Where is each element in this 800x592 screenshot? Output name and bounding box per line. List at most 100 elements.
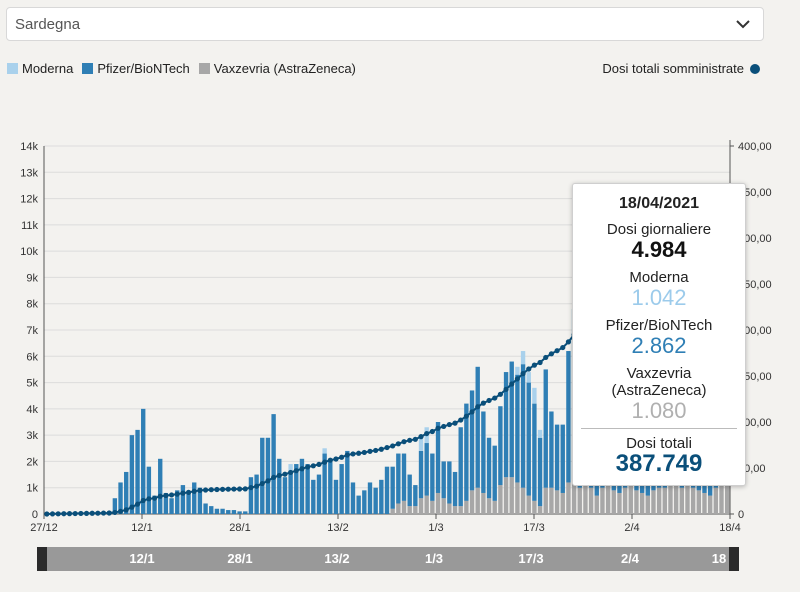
y-left-tick-label: 4k xyxy=(26,404,38,416)
bar-pfizer xyxy=(498,406,503,486)
bar-vaxzevria xyxy=(583,485,588,514)
cumulative-point xyxy=(503,386,509,392)
navigator-label: 18 xyxy=(711,551,727,566)
cumulative-point xyxy=(554,348,560,354)
bar-vaxzevria xyxy=(424,495,429,514)
cumulative-point xyxy=(401,439,407,445)
legend-item-cumulative[interactable]: Dosi totali somministrate xyxy=(602,61,760,76)
x-tick-label: 17/3 xyxy=(523,522,544,534)
bar-pfizer xyxy=(407,474,412,507)
tooltip-date: 18/04/2021 xyxy=(618,195,700,212)
y-left-tick-label: 7k xyxy=(26,325,38,337)
cumulative-point xyxy=(288,469,294,476)
cumulative-point xyxy=(333,456,339,462)
bar-pfizer xyxy=(447,461,452,504)
x-tick-label: 12/1 xyxy=(131,522,152,534)
bar-pfizer xyxy=(248,477,254,514)
legend-item-moderna[interactable]: Moderna xyxy=(7,61,73,76)
bar-pfizer xyxy=(503,372,509,478)
cumulative-point xyxy=(157,493,163,499)
bar-vaxzevria xyxy=(537,506,543,514)
tooltip-total-label: Dosi totali xyxy=(626,435,692,452)
bar-vaxzevria xyxy=(628,485,633,514)
range-navigator[interactable]: 12/1 28/1 13/2 1/3 17/3 2/4 18 xyxy=(37,547,739,571)
legend-label-cumulative: Dosi totali somministrate xyxy=(602,61,744,76)
cumulative-point xyxy=(469,409,475,415)
navigator-handle-right[interactable] xyxy=(729,547,739,571)
bar-pfizer xyxy=(379,479,384,514)
x-tick-label: 2/4 xyxy=(624,522,639,534)
bar-pfizer xyxy=(277,458,282,514)
y-left-tick-label: 9k xyxy=(26,272,38,284)
cumulative-point xyxy=(367,448,373,454)
cumulative-point xyxy=(486,397,492,404)
tooltip-divider xyxy=(581,428,737,429)
cumulative-point xyxy=(231,486,237,492)
bar-vaxzevria xyxy=(679,487,684,514)
bar-vaxzevria xyxy=(464,500,469,514)
cumulative-point xyxy=(112,509,118,516)
bar-moderna xyxy=(537,429,543,438)
cumulative-point xyxy=(248,484,254,491)
tooltip-moderna-label: Moderna xyxy=(629,269,689,286)
bar-pfizer xyxy=(231,510,237,514)
bar-pfizer xyxy=(537,437,543,507)
cumulative-point xyxy=(480,400,486,406)
cumulative-point xyxy=(95,510,101,516)
region-select[interactable]: Sardegna xyxy=(6,7,764,41)
legend-item-pfizer[interactable]: Pfizer/BioNTech xyxy=(82,61,190,76)
bar-pfizer xyxy=(396,453,401,504)
bar-vaxzevria xyxy=(509,477,514,514)
bar-pfizer xyxy=(243,511,248,514)
legend-swatch-vaxzevria xyxy=(198,63,210,74)
y-left-tick-label: 11k xyxy=(21,220,38,232)
cumulative-point xyxy=(236,486,243,492)
bar-pfizer xyxy=(492,445,497,501)
bar-pfizer xyxy=(367,482,373,514)
bar-vaxzevria xyxy=(543,487,548,514)
cumulative-point xyxy=(322,459,328,465)
y-left-tick-label: 13k xyxy=(20,167,38,179)
bar-pfizer xyxy=(373,487,378,514)
bar-vaxzevria xyxy=(475,487,480,514)
y-left-tick-label: 2k xyxy=(26,456,38,468)
region-select-value: Sardegna xyxy=(15,16,81,33)
bar-vaxzevria xyxy=(617,492,622,514)
y-left-tick-label: 5k xyxy=(26,378,38,390)
cumulative-point xyxy=(378,446,384,452)
bar-moderna xyxy=(288,464,293,472)
bar-vaxzevria xyxy=(696,490,702,514)
bar-vaxzevria xyxy=(611,490,616,514)
x-tick-label: 27/12 xyxy=(30,522,58,534)
tooltip-daily-label: Dosi giornaliere xyxy=(606,221,712,238)
navigator-handle-left[interactable] xyxy=(37,547,47,571)
cumulative-point xyxy=(395,441,401,447)
bar-vaxzevria xyxy=(651,490,656,514)
cumulative-point xyxy=(299,466,305,472)
cumulative-point xyxy=(276,472,282,479)
bar-pfizer xyxy=(288,471,293,514)
bar-pfizer xyxy=(543,369,548,488)
bar-pfizer xyxy=(560,424,565,493)
cumulative-point xyxy=(424,430,430,437)
bar-vaxzevria xyxy=(396,503,401,514)
cumulative-point xyxy=(168,492,175,498)
bar-pfizer xyxy=(129,435,135,514)
navigator-label: 28/1 xyxy=(227,551,253,566)
y-left-tick-label: 3k xyxy=(26,430,38,442)
chevron-down-icon[interactable] xyxy=(735,17,751,31)
cumulative-point xyxy=(242,486,248,492)
cumulative-point xyxy=(282,471,288,477)
y-right-tick-label: 400,00 xyxy=(738,141,772,153)
bar-moderna xyxy=(526,372,531,383)
cumulative-point xyxy=(259,480,265,487)
bar-pfizer xyxy=(413,485,418,507)
bar-pfizer xyxy=(401,453,407,501)
legend-item-vaxzevria[interactable]: Vaxzevria (AstraZeneca) xyxy=(198,61,356,76)
y-right-tick-label: 350,00 xyxy=(738,187,772,199)
bar-pfizer xyxy=(328,458,333,514)
cumulative-point xyxy=(55,511,61,517)
cumulative-point xyxy=(214,486,220,493)
y-left-tick-label: 0 xyxy=(32,509,38,521)
bar-pfizer xyxy=(209,506,214,514)
